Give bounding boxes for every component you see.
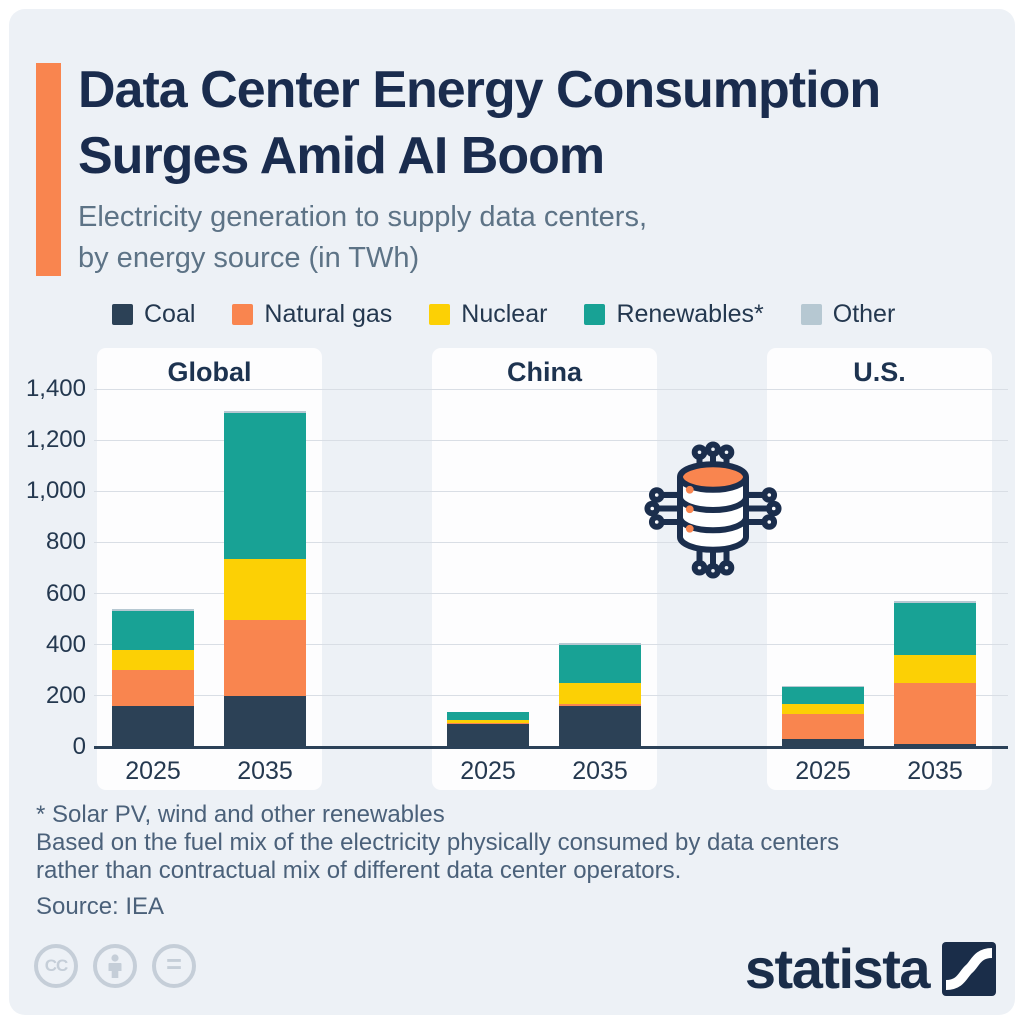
bar-u-s-2035 [894, 601, 976, 747]
group-title: China [506, 357, 582, 387]
legend-label: Nuclear [461, 300, 548, 328]
bar-segment-renewables [894, 602, 976, 655]
bar-segment-natural-gas [112, 670, 194, 707]
page-title: Data Center Energy Consumption Surges Am… [78, 57, 881, 189]
bar-segment-other [112, 608, 194, 612]
legend-swatch-natural-gas [232, 304, 254, 325]
bar-segment-other [559, 643, 641, 645]
group-title: Global [167, 357, 252, 387]
footnote-line-1: * Solar PV, wind and other renewables [36, 801, 445, 828]
title-line-2: Surges Amid AI Boom [78, 127, 605, 185]
y-axis-tick-label: 400 [45, 630, 86, 658]
statista-logo-mark [942, 941, 996, 996]
source-label: Source: IEA [36, 893, 165, 920]
footnote-line-2: Based on the fuel mix of the electricity… [36, 829, 840, 856]
legend-swatch-nuclear [429, 304, 451, 325]
bar-segment-other [782, 685, 864, 687]
license-icons: CC = [34, 944, 196, 988]
bar-u-s-2025 [782, 685, 864, 747]
y-axis-tick-label: 1,400 [25, 375, 86, 402]
x-tick-label: 2035 [572, 757, 628, 785]
legend-swatch-renewables [584, 304, 606, 325]
bar-global-2035 [224, 410, 306, 747]
bar-segment-coal [447, 723, 529, 747]
legend-item: Natural gas [232, 300, 392, 329]
cc-icon: CC [34, 944, 78, 988]
group-title: U.S. [853, 357, 906, 387]
legend-item: Coal [112, 300, 195, 329]
chart-legend: Coal Natural gas Nuclear Renewables* Other [112, 300, 895, 329]
bar-segment-nuclear [894, 654, 976, 684]
y-axis-tick-label: 200 [45, 681, 86, 709]
accent-bar [36, 63, 61, 276]
bar-segment-coal [782, 739, 864, 747]
bar-global-2025 [112, 608, 194, 747]
x-axis-line [94, 746, 1008, 749]
legend-label: Coal [144, 300, 196, 328]
y-axis-tick-label: 800 [45, 528, 86, 556]
bar-segment-nuclear [782, 703, 864, 714]
x-tick-label: 2035 [237, 757, 293, 785]
bar-segment-renewables [447, 712, 529, 721]
cc-by-person-icon [93, 944, 137, 988]
bar-segment-renewables [112, 611, 194, 650]
legend-item: Nuclear [429, 300, 547, 329]
y-axis-tick-label: 600 [45, 579, 86, 607]
title-line-1: Data Center Energy Consumption [78, 61, 881, 119]
x-tick-label: 2035 [907, 757, 963, 785]
gridline [94, 593, 1008, 595]
legend-item: Renewables* [584, 300, 764, 329]
x-tick-label: 2025 [795, 757, 851, 785]
subtitle-line-2: by energy source (in TWh) [78, 242, 420, 274]
bar-segment-natural-gas [559, 703, 641, 707]
bar-segment-renewables [559, 644, 641, 684]
bar-segment-coal [894, 744, 976, 747]
gridline [94, 644, 1008, 646]
x-tick-label: 2025 [460, 757, 516, 785]
bar-segment-nuclear [224, 559, 306, 621]
gridline [94, 439, 1008, 441]
gridline [94, 388, 1008, 390]
footnotes: * Solar PV, wind and other renewables Ba… [36, 801, 839, 921]
legend-label: Natural gas [264, 300, 393, 328]
bar-segment-nuclear [112, 649, 194, 671]
legend-swatch-other [800, 304, 822, 325]
chart-subtitle: Electricity generation to supply data ce… [78, 197, 647, 279]
bar-segment-nuclear [559, 683, 641, 704]
y-axis-tick-label: 0 [72, 733, 86, 760]
cc-nd-icon: = [152, 944, 196, 988]
y-axis-tick-label: 1,200 [25, 426, 86, 454]
y-axis-tick-label: 1,000 [25, 477, 86, 505]
bar-segment-natural-gas [447, 722, 529, 724]
bar-segment-other [894, 601, 976, 603]
data-center-icon [644, 441, 782, 579]
statista-logo: statista [745, 936, 996, 1001]
bar-china-2025 [447, 712, 529, 747]
bar-segment-coal [112, 706, 194, 747]
x-tick-label: 2025 [125, 757, 181, 785]
statista-logo-text: statista [744, 937, 931, 1000]
bar-segment-coal [224, 695, 306, 747]
bar-segment-nuclear [447, 720, 529, 723]
bar-segment-natural-gas [224, 620, 306, 696]
legend-swatch-coal [112, 304, 133, 325]
legend-item: Other [800, 300, 896, 329]
bar-segment-other [224, 410, 306, 414]
gridline [94, 490, 1008, 492]
footnote-line-3: rather than contractual mix of different… [36, 857, 682, 884]
bar-segment-natural-gas [894, 683, 976, 745]
subtitle-line-1: Electricity generation to supply data ce… [78, 201, 648, 233]
bar-china-2035 [559, 643, 641, 747]
bar-segment-renewables [224, 413, 306, 560]
legend-label: Renewables* [616, 300, 764, 328]
gridline [94, 541, 1008, 543]
bar-segment-coal [559, 706, 641, 747]
bar-segment-natural-gas [782, 713, 864, 740]
bar-segment-renewables [782, 686, 864, 704]
legend-label: Other [832, 300, 896, 328]
gridline [94, 695, 1008, 697]
